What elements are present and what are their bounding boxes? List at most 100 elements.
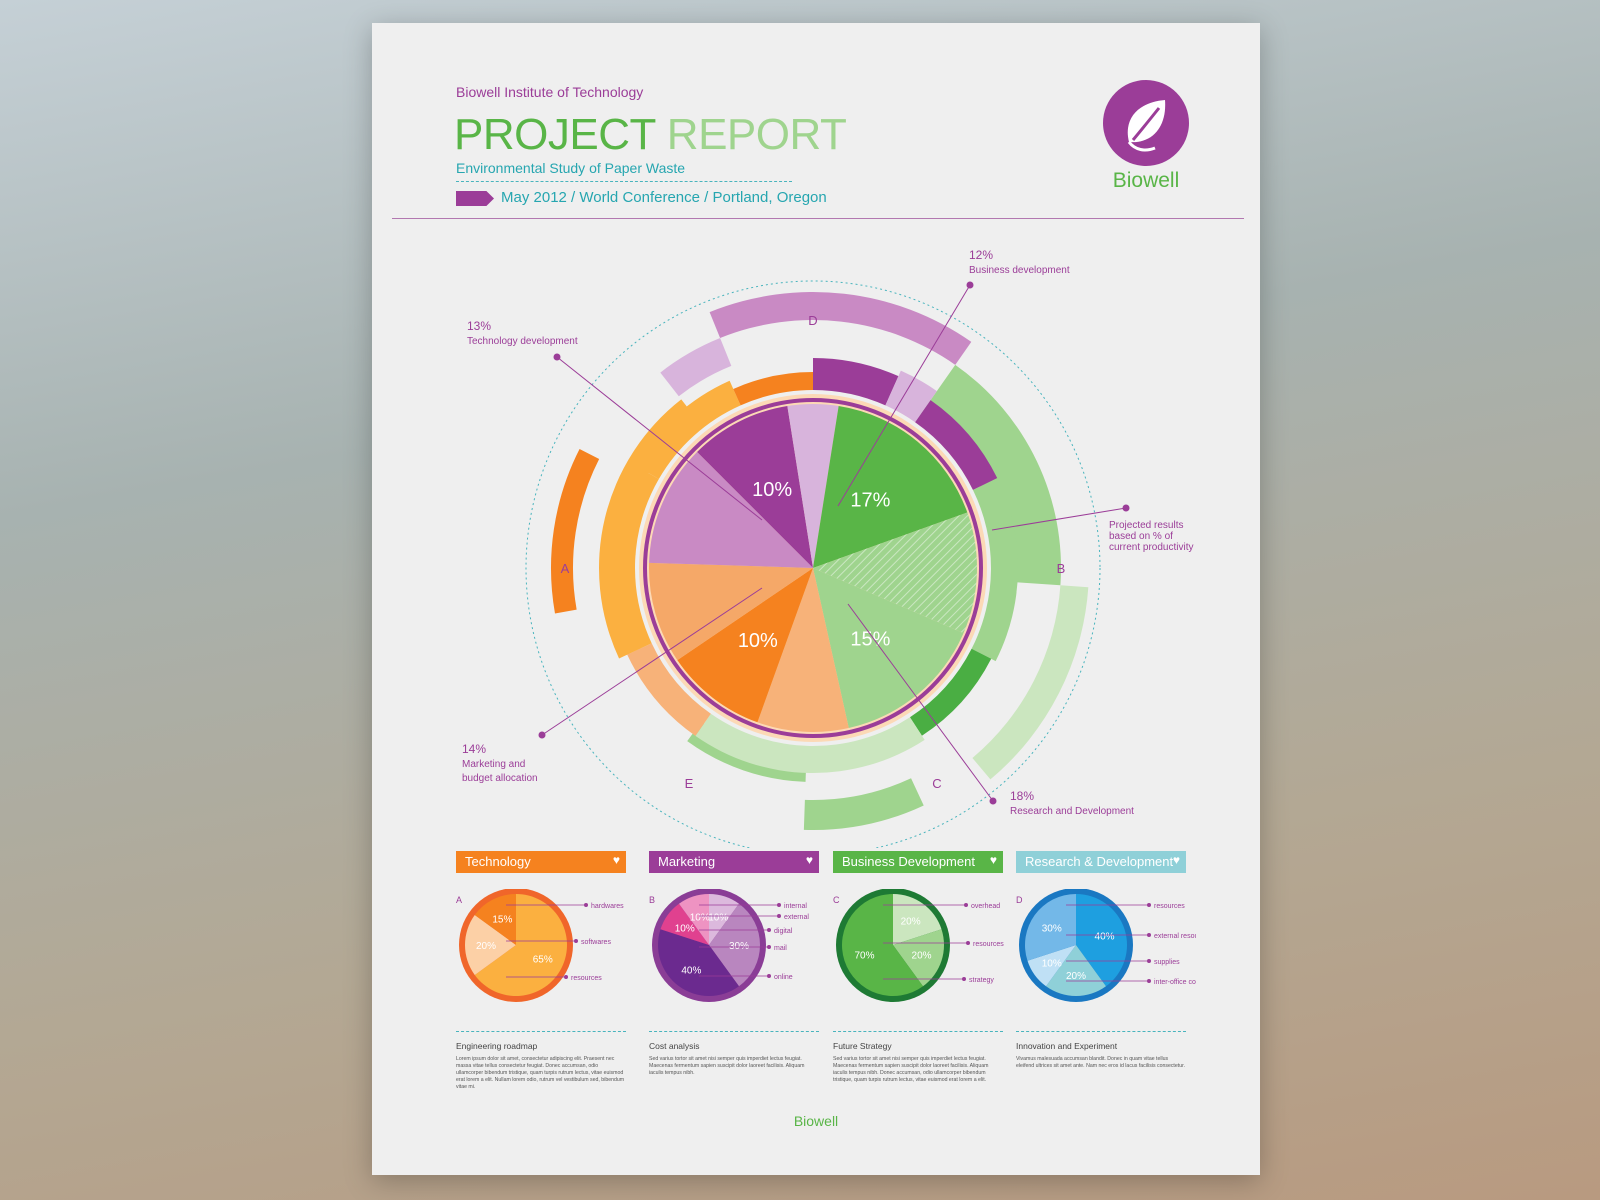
mini-pie-label: 15%	[492, 914, 512, 925]
mini-callout-dot	[767, 974, 771, 978]
mini-callout-text: softwares	[581, 939, 611, 946]
mini-pie-slice	[1027, 945, 1076, 987]
mini-callout-text: supplies	[1154, 959, 1180, 966]
mini-callout-text: resources	[571, 975, 602, 982]
callout-text: 13% Technology development	[467, 319, 578, 347]
mini-callout-text: resources	[1154, 903, 1185, 910]
mini-callout-dot	[1147, 979, 1151, 983]
card-divider	[1016, 1031, 1186, 1032]
ring-segment	[709, 292, 972, 365]
callout-line	[847, 603, 994, 802]
card-divider	[833, 1031, 1003, 1032]
segment-label: B	[1057, 561, 1066, 576]
footer-brand: Biowell	[793, 1113, 839, 1129]
leaf-icon	[1127, 100, 1166, 152]
mini-pie-label: 30%	[729, 941, 749, 952]
card-header-label: Technology	[465, 854, 531, 869]
mini-pie-slice	[842, 894, 923, 996]
mini-pie-slice	[660, 903, 709, 945]
callout-line	[541, 587, 763, 736]
mini-callout-dot	[1147, 903, 1151, 907]
page-subtitle: Environmental Study of Paper Waste	[456, 160, 686, 176]
mini-callout-dot	[1147, 933, 1151, 937]
outer-guide-circle	[525, 280, 1101, 848]
pie-slice	[787, 404, 839, 568]
ring-segment	[627, 643, 711, 736]
mini-pie-chart: 65% 20% 15% hardwares softwares resources	[459, 889, 624, 1002]
slice-hatch	[813, 512, 977, 634]
mini-pie-label: 10%	[708, 912, 728, 923]
card-letter: D	[1016, 895, 1023, 905]
header-divider	[392, 218, 1244, 219]
card-header-label: Marketing	[658, 854, 716, 869]
mini-pie-label: 40%	[681, 965, 701, 976]
mini-pie-chart: 20% 20% 70% overhead resources strategy	[836, 889, 1004, 1002]
mini-pie-slice	[465, 915, 516, 975]
segment-label: C	[932, 776, 941, 791]
mini-pie-slice	[893, 894, 942, 945]
card-letter: C	[833, 895, 840, 905]
ring-segment	[551, 449, 600, 614]
ring-segment	[607, 465, 659, 656]
pie-border	[643, 398, 983, 738]
mini-callout-text: external	[784, 914, 809, 921]
callout-text: 12% Business development	[969, 248, 1070, 276]
card-header[interactable]: Technology ♥	[456, 851, 626, 873]
mini-pie-label: 65%	[533, 955, 553, 966]
segment-label: D	[808, 313, 817, 328]
mini-pie-label: 10%	[690, 912, 710, 923]
callout-text: 18% Research and Development	[1010, 789, 1134, 817]
card-description: Vivamus malesuada accumsan blandit. Done…	[1016, 1056, 1185, 1069]
pie-slice	[757, 568, 849, 732]
card-header-label: Research & Development	[1025, 854, 1174, 869]
mini-callout-dot	[584, 903, 588, 907]
ring-segment	[635, 380, 741, 479]
title-divider	[456, 181, 792, 182]
heart-icon[interactable]: ♥	[805, 853, 813, 867]
card-header[interactable]: Business Development ♥	[833, 851, 1003, 873]
mini-callout-text: resources	[973, 941, 1004, 948]
heart-icon[interactable]: ♥	[1172, 853, 1180, 867]
mini-callout-dot	[574, 939, 578, 943]
card-header-label: Business Development	[842, 854, 975, 869]
callout-dot	[966, 281, 974, 289]
ring-segment	[660, 338, 732, 397]
mini-callout-text: online	[774, 974, 793, 981]
heart-icon[interactable]: ♥	[989, 853, 997, 867]
mini-callout-text: hardwares	[591, 903, 624, 910]
card-title: Cost analysis	[649, 1041, 700, 1051]
mini-pie-slice	[1046, 945, 1106, 996]
pie-slice	[813, 406, 968, 568]
mini-callout-dot	[564, 975, 568, 979]
card-divider	[649, 1031, 819, 1032]
mini-callout-dot	[777, 914, 781, 918]
flag-icon	[456, 191, 494, 206]
mini-pie-label: 20%	[901, 917, 921, 928]
mini-callout-text: digital	[774, 928, 793, 935]
mini-callout-text: inter-office communications	[1154, 979, 1196, 986]
card-title: Engineering roadmap	[456, 1041, 538, 1051]
pie-slice-label: 17%	[850, 490, 890, 512]
mini-callout-dot	[962, 977, 966, 981]
card-header[interactable]: Research & Development ♥	[1016, 851, 1186, 873]
segment-label: A	[561, 561, 570, 576]
callout-text: 14% Marketing and budget allocation	[462, 742, 538, 784]
card-letter: B	[649, 895, 656, 905]
pie-slice-label: 10%	[752, 479, 792, 501]
mini-pie-label: 20%	[912, 950, 932, 961]
callout-dot	[553, 353, 561, 361]
title-word-report: REPORT	[666, 110, 847, 159]
ring-segment	[733, 372, 813, 406]
mini-pie-slice	[658, 929, 739, 996]
mini-pie-slice	[679, 894, 709, 945]
card-description: Sed varius tortor sit amet nisi semper q…	[649, 1056, 805, 1076]
pie-slice	[697, 406, 813, 568]
mini-pie-label: 30%	[1042, 923, 1062, 934]
heart-icon[interactable]: ♥	[612, 853, 620, 867]
card-header[interactable]: Marketing ♥	[649, 851, 819, 873]
mini-pie-slice	[474, 894, 567, 996]
callout-dot	[1122, 504, 1130, 512]
title-word-project: PROJECT	[454, 110, 656, 159]
main-radial-chart: 10% 17% 15% 10% A B C D E 12% Business developme…	[462, 248, 1193, 848]
ring-segment	[915, 400, 998, 490]
